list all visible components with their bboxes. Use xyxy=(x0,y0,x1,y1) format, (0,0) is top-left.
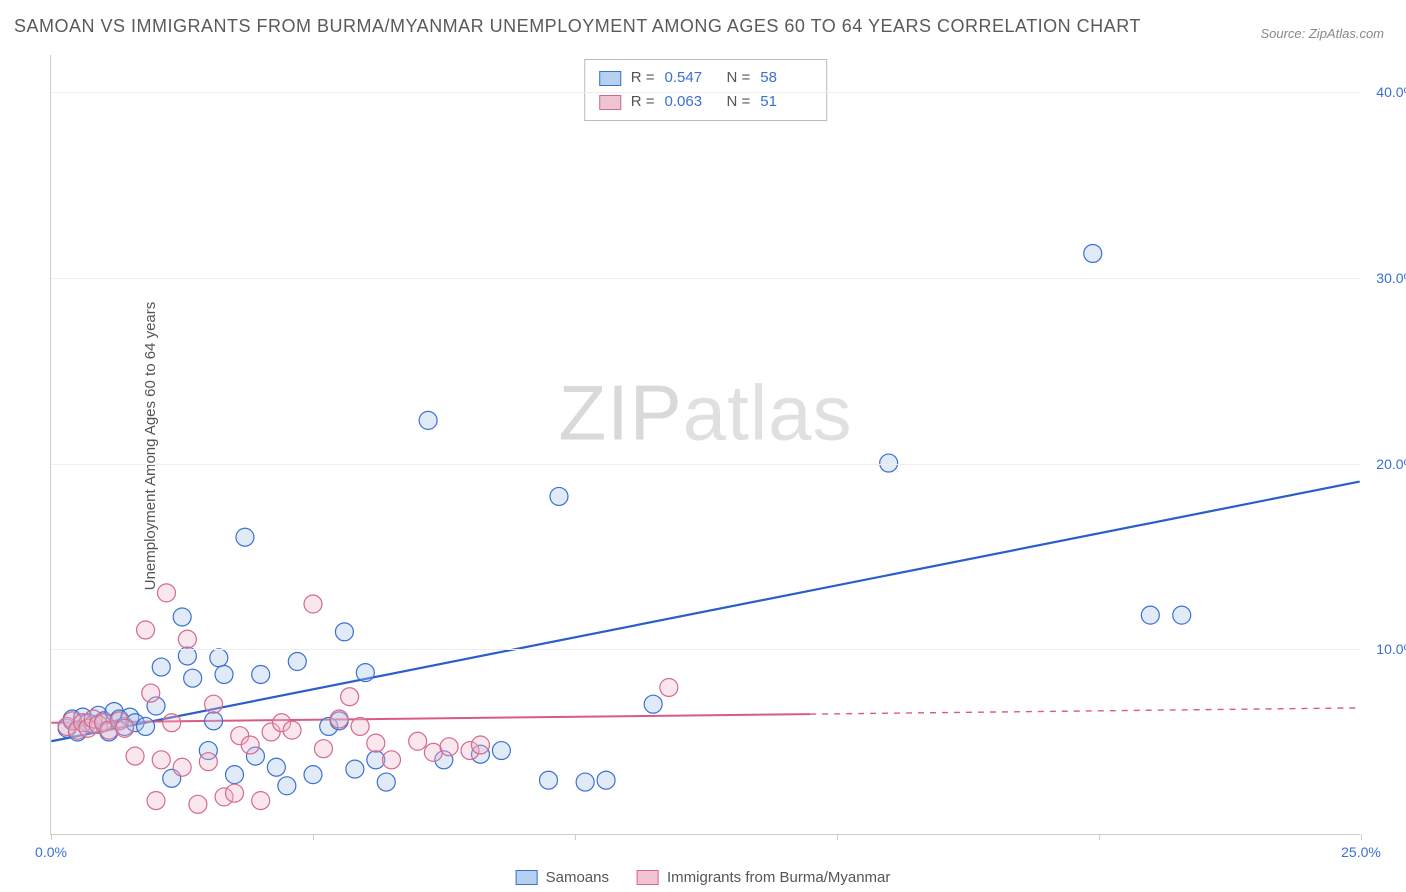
xtick xyxy=(1099,834,1100,840)
data-point xyxy=(267,758,285,776)
data-point xyxy=(597,771,615,789)
data-point xyxy=(576,773,594,791)
xtick-label: 25.0% xyxy=(1341,844,1381,860)
data-point xyxy=(226,784,244,802)
data-point xyxy=(157,584,175,602)
gridline xyxy=(51,649,1360,650)
data-point xyxy=(1173,606,1191,624)
data-point xyxy=(173,758,191,776)
data-point xyxy=(147,792,165,810)
legend-label: Immigrants from Burma/Myanmar xyxy=(667,869,890,886)
gridline xyxy=(51,278,1360,279)
data-point xyxy=(377,773,395,791)
data-point xyxy=(137,717,155,735)
data-point xyxy=(205,695,223,713)
data-point xyxy=(540,771,558,789)
data-point xyxy=(1084,244,1102,262)
xtick xyxy=(837,834,838,840)
source-label: Source: ZipAtlas.com xyxy=(1260,26,1384,41)
data-point xyxy=(241,736,259,754)
data-point xyxy=(288,653,306,671)
xtick xyxy=(1361,834,1362,840)
legend-label: Samoans xyxy=(546,869,609,886)
data-point xyxy=(283,721,301,739)
data-point xyxy=(278,777,296,795)
data-point xyxy=(173,608,191,626)
data-point xyxy=(205,712,223,730)
data-point xyxy=(199,753,217,771)
plot-area: ZIPatlas R = 0.547 N = 58 R = 0.063 N = … xyxy=(50,55,1360,835)
regression-line xyxy=(51,482,1359,742)
data-point xyxy=(137,621,155,639)
data-point xyxy=(215,666,233,684)
data-point xyxy=(346,760,364,778)
data-point xyxy=(330,710,348,728)
plot-svg xyxy=(51,55,1360,834)
legend-item-samoans: Samoans xyxy=(516,869,609,886)
swatch-icon xyxy=(637,870,659,885)
data-point xyxy=(184,669,202,687)
data-point xyxy=(351,717,369,735)
ytick-label: 40.0% xyxy=(1376,84,1406,100)
bottom-legend: Samoans Immigrants from Burma/Myanmar xyxy=(516,869,891,886)
ytick-label: 20.0% xyxy=(1376,456,1406,472)
data-point xyxy=(304,595,322,613)
data-point xyxy=(252,792,270,810)
data-point xyxy=(409,732,427,750)
xtick xyxy=(51,834,52,840)
ytick-label: 30.0% xyxy=(1376,270,1406,286)
data-point xyxy=(644,695,662,713)
data-point xyxy=(152,658,170,676)
data-point xyxy=(367,734,385,752)
data-point xyxy=(440,738,458,756)
data-point xyxy=(471,736,489,754)
data-point xyxy=(335,623,353,641)
data-point xyxy=(178,630,196,648)
data-point xyxy=(252,666,270,684)
legend-item-burma: Immigrants from Burma/Myanmar xyxy=(637,869,890,886)
data-point xyxy=(419,411,437,429)
data-point xyxy=(163,714,181,732)
swatch-icon xyxy=(516,870,538,885)
chart-title: SAMOAN VS IMMIGRANTS FROM BURMA/MYANMAR … xyxy=(14,16,1141,37)
data-point xyxy=(226,766,244,784)
data-point xyxy=(142,684,160,702)
gridline xyxy=(51,92,1360,93)
gridline xyxy=(51,464,1360,465)
data-point xyxy=(189,795,207,813)
data-point xyxy=(660,678,678,696)
data-point xyxy=(341,688,359,706)
xtick xyxy=(575,834,576,840)
data-point xyxy=(492,742,510,760)
data-point xyxy=(1141,606,1159,624)
data-point xyxy=(116,719,134,737)
data-point xyxy=(210,649,228,667)
data-point xyxy=(314,740,332,758)
data-point xyxy=(152,751,170,769)
xtick-label: 0.0% xyxy=(35,844,67,860)
data-point xyxy=(356,664,374,682)
data-point xyxy=(126,747,144,765)
data-point xyxy=(236,528,254,546)
data-point xyxy=(304,766,322,784)
data-point xyxy=(550,487,568,505)
xtick xyxy=(313,834,314,840)
regression-line-dashed xyxy=(810,708,1359,714)
ytick-label: 10.0% xyxy=(1376,641,1406,657)
data-point xyxy=(383,751,401,769)
